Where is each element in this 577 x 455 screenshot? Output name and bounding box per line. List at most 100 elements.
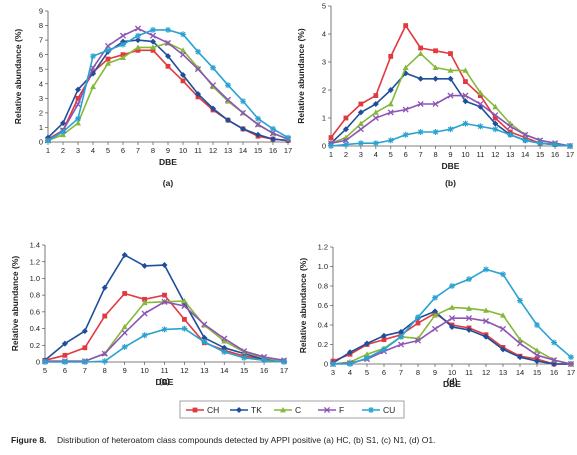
data-point-CH	[381, 337, 387, 343]
y-tick-label: 6	[39, 50, 43, 59]
data-point-C	[417, 50, 424, 56]
series-TK	[42, 252, 287, 365]
y-tick-label: 4	[39, 79, 43, 88]
data-point-CU	[330, 361, 336, 367]
data-point-F	[507, 123, 514, 130]
series-line-TK	[330, 72, 571, 147]
data-point-TK	[240, 125, 246, 132]
data-point-CU	[537, 140, 544, 147]
data-point-CU	[567, 143, 573, 149]
data-point-TK	[357, 109, 364, 116]
data-point-CH	[150, 47, 156, 53]
data-point-TK	[449, 323, 455, 330]
x-tick-label: 5	[365, 368, 369, 377]
y-tick-label: 2	[39, 108, 43, 117]
y-tick-label: 0.8	[318, 282, 328, 291]
data-point-F	[533, 352, 541, 359]
data-point-TK	[60, 120, 66, 127]
y-tick-label: 1.2	[30, 257, 40, 266]
data-point-F	[194, 66, 202, 73]
x-tick-label: 13	[499, 368, 507, 377]
data-point-CU	[241, 354, 248, 361]
x-tick-label: 8	[416, 368, 420, 377]
y-tick-label: 0	[324, 360, 328, 369]
data-point-CU	[161, 326, 168, 333]
y-axis-label: Relative abundance (%)	[13, 29, 23, 125]
legend-label: CU	[383, 405, 395, 415]
data-point-C	[387, 101, 394, 107]
x-tick-label: 16	[551, 150, 559, 159]
data-point-CU	[551, 339, 557, 346]
y-tick-label: 1.2	[318, 243, 328, 252]
panel-label: (a)	[163, 178, 174, 188]
data-point-CU	[135, 32, 141, 39]
y-tick-label: 1.0	[318, 262, 328, 271]
data-point-C	[75, 120, 81, 126]
x-tick-label: 5	[106, 146, 110, 155]
data-point-C	[105, 60, 111, 66]
data-point-C	[462, 67, 469, 73]
data-point-C	[492, 103, 499, 110]
data-point-CU	[150, 26, 156, 33]
data-point-CU	[141, 332, 148, 339]
x-tick-label: 7	[136, 146, 140, 155]
data-point-CU	[180, 31, 186, 38]
data-point-F	[432, 100, 439, 108]
x-tick-label: 16	[269, 146, 277, 155]
data-point-TK	[201, 334, 208, 341]
chart-panel: 0 0.2 0.4 0.6 0.8 1.0 1.2 1.4 5 6 7 8 9 10 11 12 13 14 15 1…	[10, 241, 288, 387]
y-tick-label: 4	[322, 30, 326, 39]
data-point-TK	[342, 126, 349, 133]
data-point-CH	[358, 101, 364, 107]
data-point-F	[74, 101, 82, 108]
data-point-CU	[181, 325, 188, 332]
series-CU	[45, 26, 291, 144]
data-point-TK	[255, 131, 261, 138]
data-point-TK	[534, 358, 540, 365]
data-point-CU	[225, 82, 231, 89]
data-point-CU	[466, 276, 472, 283]
y-tick-label: 0.6	[318, 301, 328, 310]
series-CU	[330, 266, 574, 367]
data-point-F	[522, 131, 529, 138]
y-tick-label: 9	[39, 7, 43, 16]
data-point-CU	[195, 48, 201, 55]
data-point-CU	[432, 294, 438, 301]
legend-label: CH	[207, 405, 219, 415]
x-tick-label: 12	[180, 366, 188, 375]
data-point-TK	[225, 117, 231, 124]
data-point-CU	[477, 123, 484, 130]
data-point-TK	[364, 340, 370, 347]
data-point-CH	[433, 48, 438, 54]
data-point-TK	[381, 332, 387, 339]
data-point-CU	[101, 358, 108, 365]
data-point-F	[550, 357, 558, 364]
data-point-CH	[373, 93, 379, 98]
data-point-CU	[522, 137, 529, 144]
data-point-CH	[180, 78, 186, 84]
data-point-C	[357, 120, 364, 126]
data-point-TK	[180, 72, 186, 79]
x-tick-label: 7	[399, 368, 403, 377]
data-point-TK	[161, 262, 168, 269]
y-tick-label: 3	[322, 58, 326, 67]
x-tick-label: 13	[224, 146, 232, 155]
x-tick-label: 15	[536, 150, 544, 159]
data-point-F	[477, 100, 484, 108]
data-point-TK	[121, 252, 128, 259]
x-tick-label: 9	[123, 366, 127, 375]
data-point-C	[500, 312, 506, 318]
x-tick-label: 16	[550, 368, 558, 377]
data-point-F	[269, 130, 277, 137]
data-point-CU	[432, 129, 439, 135]
data-point-C	[449, 304, 455, 310]
data-point-C	[466, 305, 472, 311]
data-point-CH	[165, 63, 171, 69]
data-point-CU	[42, 359, 48, 365]
y-tick-label: 0.8	[30, 291, 40, 300]
data-point-TK	[210, 105, 216, 112]
data-point-F	[402, 106, 409, 113]
data-point-TK	[432, 75, 439, 82]
